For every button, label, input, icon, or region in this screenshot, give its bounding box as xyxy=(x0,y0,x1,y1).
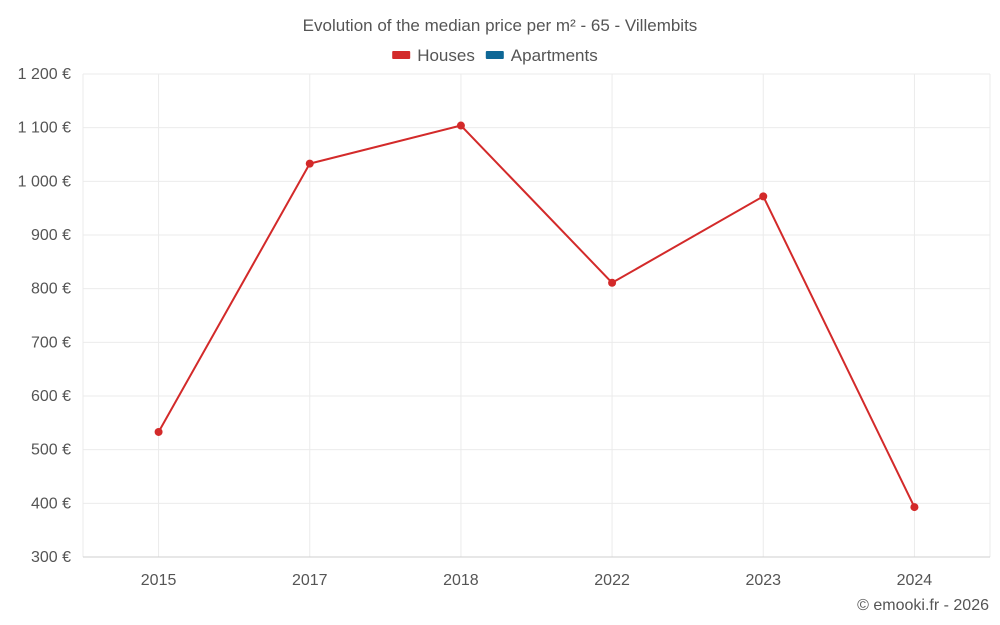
y-tick-label: 700 € xyxy=(31,334,71,351)
chart-title: Evolution of the median price per m² - 6… xyxy=(303,16,698,35)
x-tick-label: 2023 xyxy=(745,572,781,589)
y-tick-label: 900 € xyxy=(31,227,71,244)
legend-label-houses: Houses xyxy=(417,46,475,65)
y-tick-label: 500 € xyxy=(31,442,71,459)
legend-swatch-houses xyxy=(392,51,411,59)
series-line-houses xyxy=(157,124,916,508)
y-tick-label: 1 100 € xyxy=(18,120,71,137)
data-point xyxy=(759,192,768,201)
y-tick-label: 1 000 € xyxy=(18,173,71,190)
legend-swatch-apartments xyxy=(485,51,504,59)
data-point xyxy=(608,278,617,287)
x-tick-label: 2015 xyxy=(141,572,177,589)
data-point xyxy=(305,159,314,168)
x-tick-label: 2018 xyxy=(443,572,479,589)
credit-text: © emooki.fr - 2026 xyxy=(857,597,989,614)
y-tick-label: 800 € xyxy=(31,281,71,298)
x-tick-label: 2024 xyxy=(897,572,933,589)
y-tick-label: 300 € xyxy=(31,549,71,566)
data-point xyxy=(456,121,465,130)
legend: Houses Apartments xyxy=(392,46,598,65)
x-tick-label: 2022 xyxy=(594,572,630,589)
series-layer xyxy=(154,121,919,512)
y-tick-label: 400 € xyxy=(31,495,71,512)
y-tick-label: 600 € xyxy=(31,388,71,405)
data-point xyxy=(154,427,163,436)
grid xyxy=(82,73,991,557)
x-tick-label: 2017 xyxy=(292,572,328,589)
x-axis: 2015 2017 2018 2022 2023 2024 xyxy=(83,556,990,589)
legend-label-apartments: Apartments xyxy=(511,46,598,65)
y-axis: 300 € 400 € 500 € 600 € 700 € 800 € 900 € 1 000… xyxy=(18,66,71,566)
data-point xyxy=(910,503,919,512)
y-tick-label: 1 200 € xyxy=(18,66,71,83)
